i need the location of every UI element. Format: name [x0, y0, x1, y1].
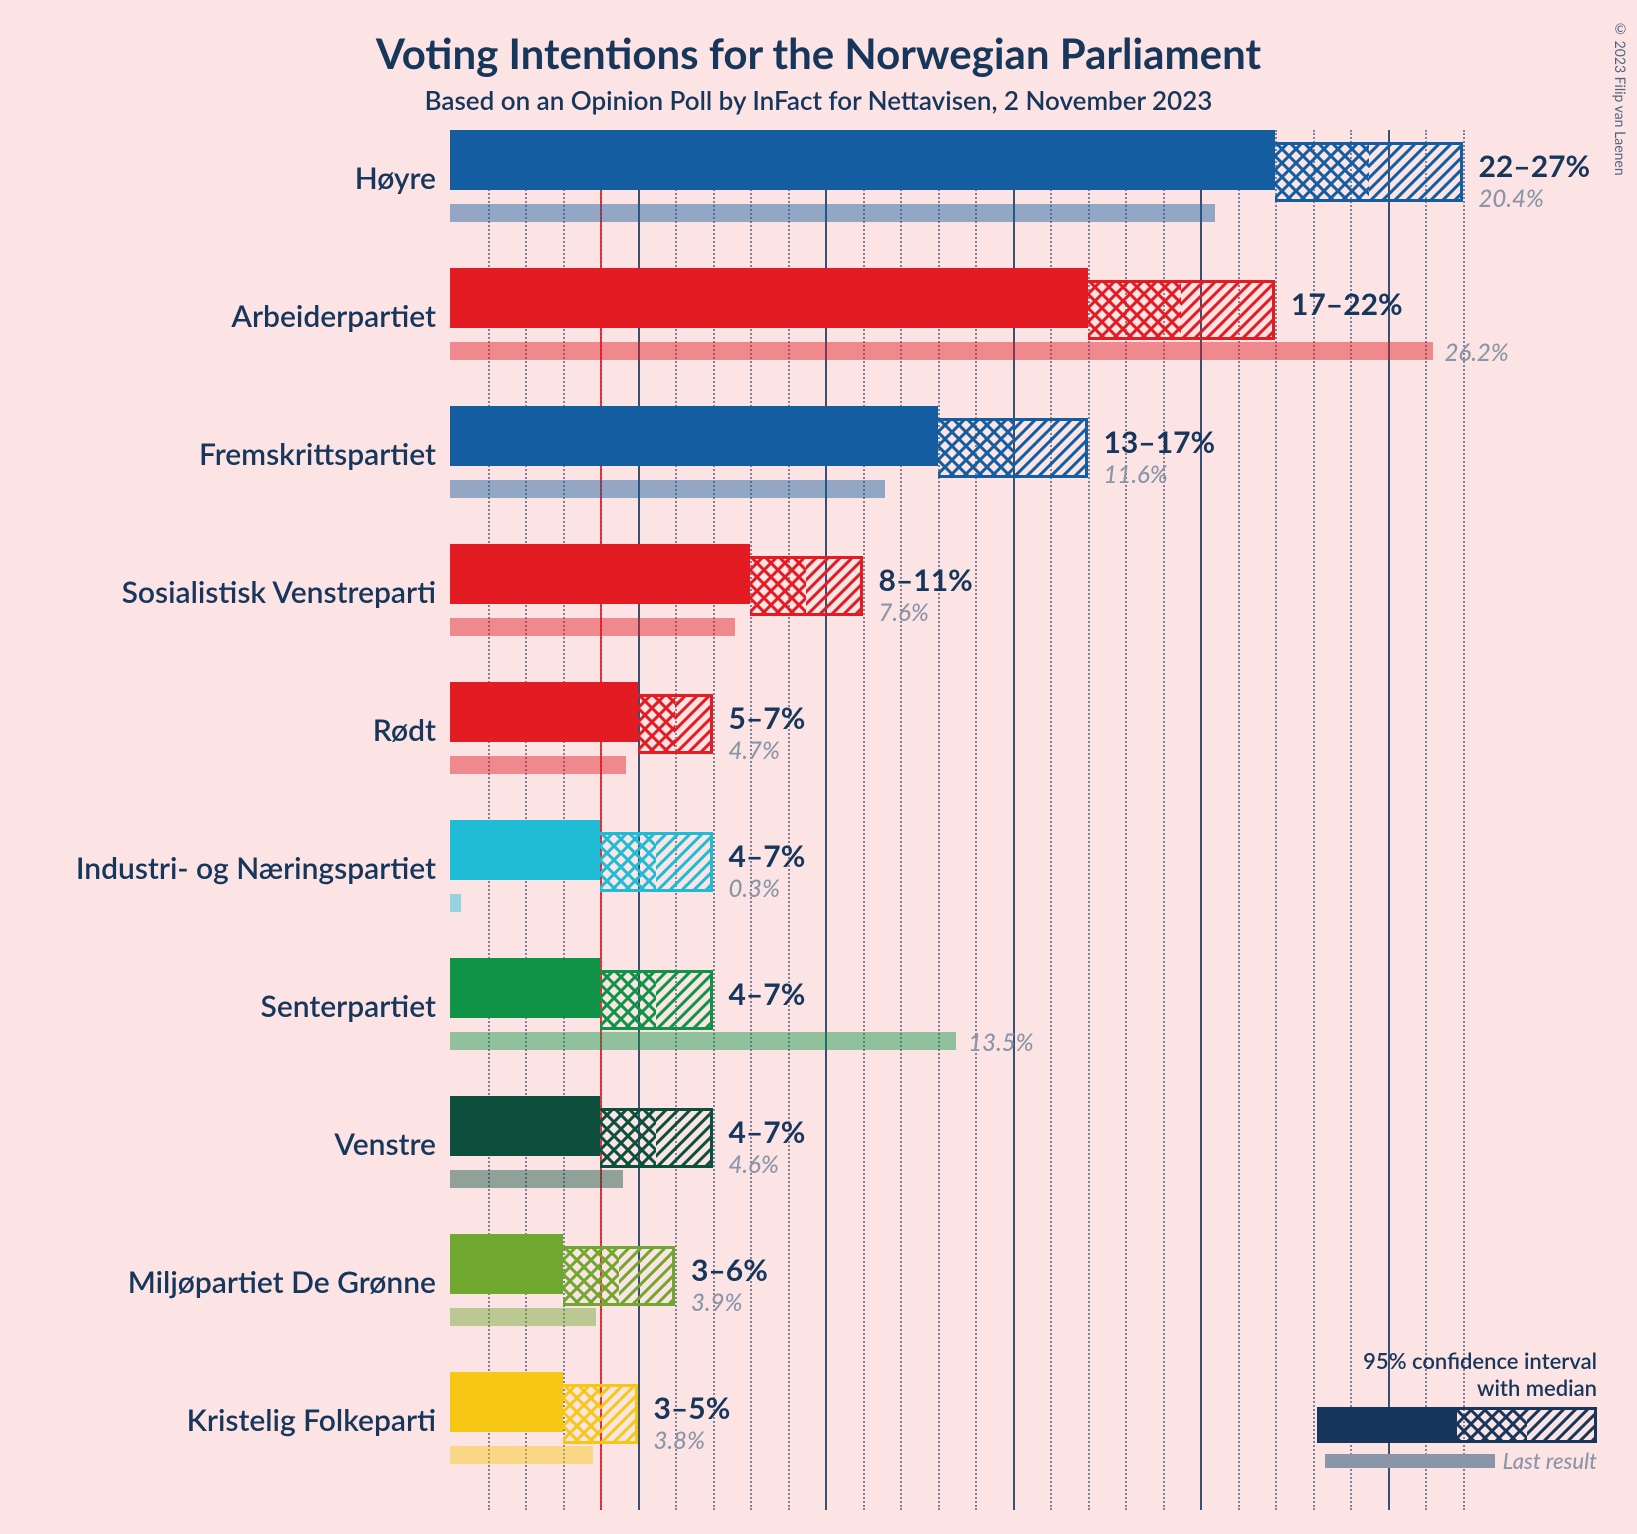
- range-label: 17–22%: [1291, 286, 1403, 322]
- party-label: Miljøpartiet De Grønne: [128, 1264, 436, 1300]
- party-label: Rødt: [373, 712, 436, 748]
- ci-bar-solid: [450, 1096, 600, 1156]
- range-label: 22–27%: [1479, 148, 1591, 184]
- ci-bar-diagonal: [656, 970, 712, 1030]
- previous-label: 3.9%: [691, 1288, 742, 1317]
- legend-last-bar: [1325, 1454, 1495, 1468]
- chart-subtitle: Based on an Opinion Poll by InFact for N…: [0, 78, 1637, 134]
- ci-bar-solid: [450, 1372, 563, 1432]
- ci-bar-diagonal: [1369, 142, 1463, 202]
- last-result-bar: [450, 204, 1215, 222]
- range-label: 3–5%: [654, 1390, 731, 1426]
- last-result-bar: [450, 342, 1433, 360]
- ci-bar-solid: [450, 544, 750, 604]
- ci-bar-diagonal: [806, 556, 862, 616]
- party-row: Fremskrittspartiet13–17%11.6%: [450, 406, 1470, 544]
- ci-bar-solid: [450, 406, 938, 466]
- previous-label: 7.6%: [879, 598, 929, 627]
- ci-bar-crosshatch: [563, 1384, 601, 1444]
- party-row: Industri- og Næringspartiet4–7%0.3%: [450, 820, 1470, 958]
- ci-bar-diagonal: [1181, 280, 1275, 340]
- party-row: Senterpartiet4–7%13.5%: [450, 958, 1470, 1096]
- ci-bar-crosshatch: [938, 418, 1013, 478]
- party-row: Venstre4–7%4.6%: [450, 1096, 1470, 1234]
- ci-bar-crosshatch: [600, 1108, 656, 1168]
- previous-label: 3.8%: [654, 1426, 705, 1455]
- last-result-bar: [450, 480, 885, 498]
- ci-bar-diagonal: [656, 832, 712, 892]
- party-row: Høyre22–27%20.4%: [450, 130, 1470, 268]
- chart-title: Voting Intentions for the Norwegian Parl…: [0, 0, 1637, 78]
- legend: 95% confidence interval with median Last…: [1257, 1347, 1597, 1474]
- ci-bar-crosshatch: [563, 1246, 619, 1306]
- party-label: Fremskrittspartiet: [199, 436, 436, 472]
- party-label: Arbeiderpartiet: [231, 298, 436, 334]
- legend-last-row: Last result: [1257, 1447, 1597, 1474]
- copyright-text: © 2023 Filip van Laenen: [1612, 20, 1629, 176]
- party-row: Rødt5–7%4.7%: [450, 682, 1470, 820]
- party-row: Arbeiderpartiet17–22%26.2%: [450, 268, 1470, 406]
- range-label: 13–17%: [1104, 424, 1216, 460]
- ci-bar-solid: [450, 1234, 563, 1294]
- party-label: Venstre: [334, 1126, 436, 1162]
- ci-bar-crosshatch: [1088, 280, 1182, 340]
- chart-area: Høyre22–27%20.4%Arbeiderpartiet17–22%26.…: [450, 130, 1470, 1510]
- legend-line2: with median: [1257, 1374, 1597, 1401]
- range-label: 3–6%: [691, 1252, 768, 1288]
- previous-label: 13.5%: [968, 1028, 1033, 1057]
- previous-label: 11.6%: [1104, 460, 1168, 489]
- previous-label: 20.4%: [1479, 184, 1544, 213]
- party-label: Industri- og Næringspartiet: [76, 850, 436, 886]
- ci-bar-diagonal: [656, 1108, 712, 1168]
- legend-line1: 95% confidence interval: [1257, 1347, 1597, 1374]
- ci-bar-solid: [450, 958, 600, 1018]
- ci-bar-solid: [450, 130, 1275, 190]
- ci-bar-diagonal: [600, 1384, 638, 1444]
- range-label: 8–11%: [879, 562, 973, 598]
- party-label: Senterpartiet: [261, 988, 436, 1024]
- ci-bar-diagonal: [1013, 418, 1088, 478]
- ci-bar-solid: [450, 268, 1088, 328]
- last-result-bar: [450, 1308, 596, 1326]
- range-label: 4–7%: [729, 1114, 806, 1150]
- party-label: Sosialistisk Venstreparti: [122, 574, 436, 610]
- last-result-bar: [450, 894, 461, 912]
- range-label: 5–7%: [729, 700, 806, 736]
- ci-bar-crosshatch: [600, 970, 656, 1030]
- previous-label: 4.7%: [729, 736, 780, 765]
- previous-label: 4.6%: [729, 1150, 779, 1179]
- legend-ci-bar: [1257, 1407, 1597, 1443]
- previous-label: 0.3%: [729, 874, 780, 903]
- last-result-bar: [450, 618, 735, 636]
- ci-bar-diagonal: [619, 1246, 675, 1306]
- party-label: Kristelig Folkeparti: [187, 1402, 436, 1438]
- last-result-bar: [450, 1170, 623, 1188]
- last-result-bar: [450, 1446, 593, 1464]
- ci-bar-solid: [450, 820, 600, 880]
- party-row: Sosialistisk Venstreparti8–11%7.6%: [450, 544, 1470, 682]
- ci-bar-solid: [450, 682, 638, 742]
- ci-bar-crosshatch: [638, 694, 676, 754]
- range-label: 4–7%: [729, 976, 806, 1012]
- ci-bar-crosshatch: [1275, 142, 1369, 202]
- legend-last-label: Last result: [1503, 1447, 1597, 1474]
- ci-bar-diagonal: [675, 694, 713, 754]
- ci-bar-crosshatch: [600, 832, 656, 892]
- previous-label: 26.2%: [1445, 338, 1509, 367]
- ci-bar-crosshatch: [750, 556, 806, 616]
- last-result-bar: [450, 1032, 956, 1050]
- range-label: 4–7%: [729, 838, 806, 874]
- party-label: Høyre: [355, 160, 436, 196]
- last-result-bar: [450, 756, 626, 774]
